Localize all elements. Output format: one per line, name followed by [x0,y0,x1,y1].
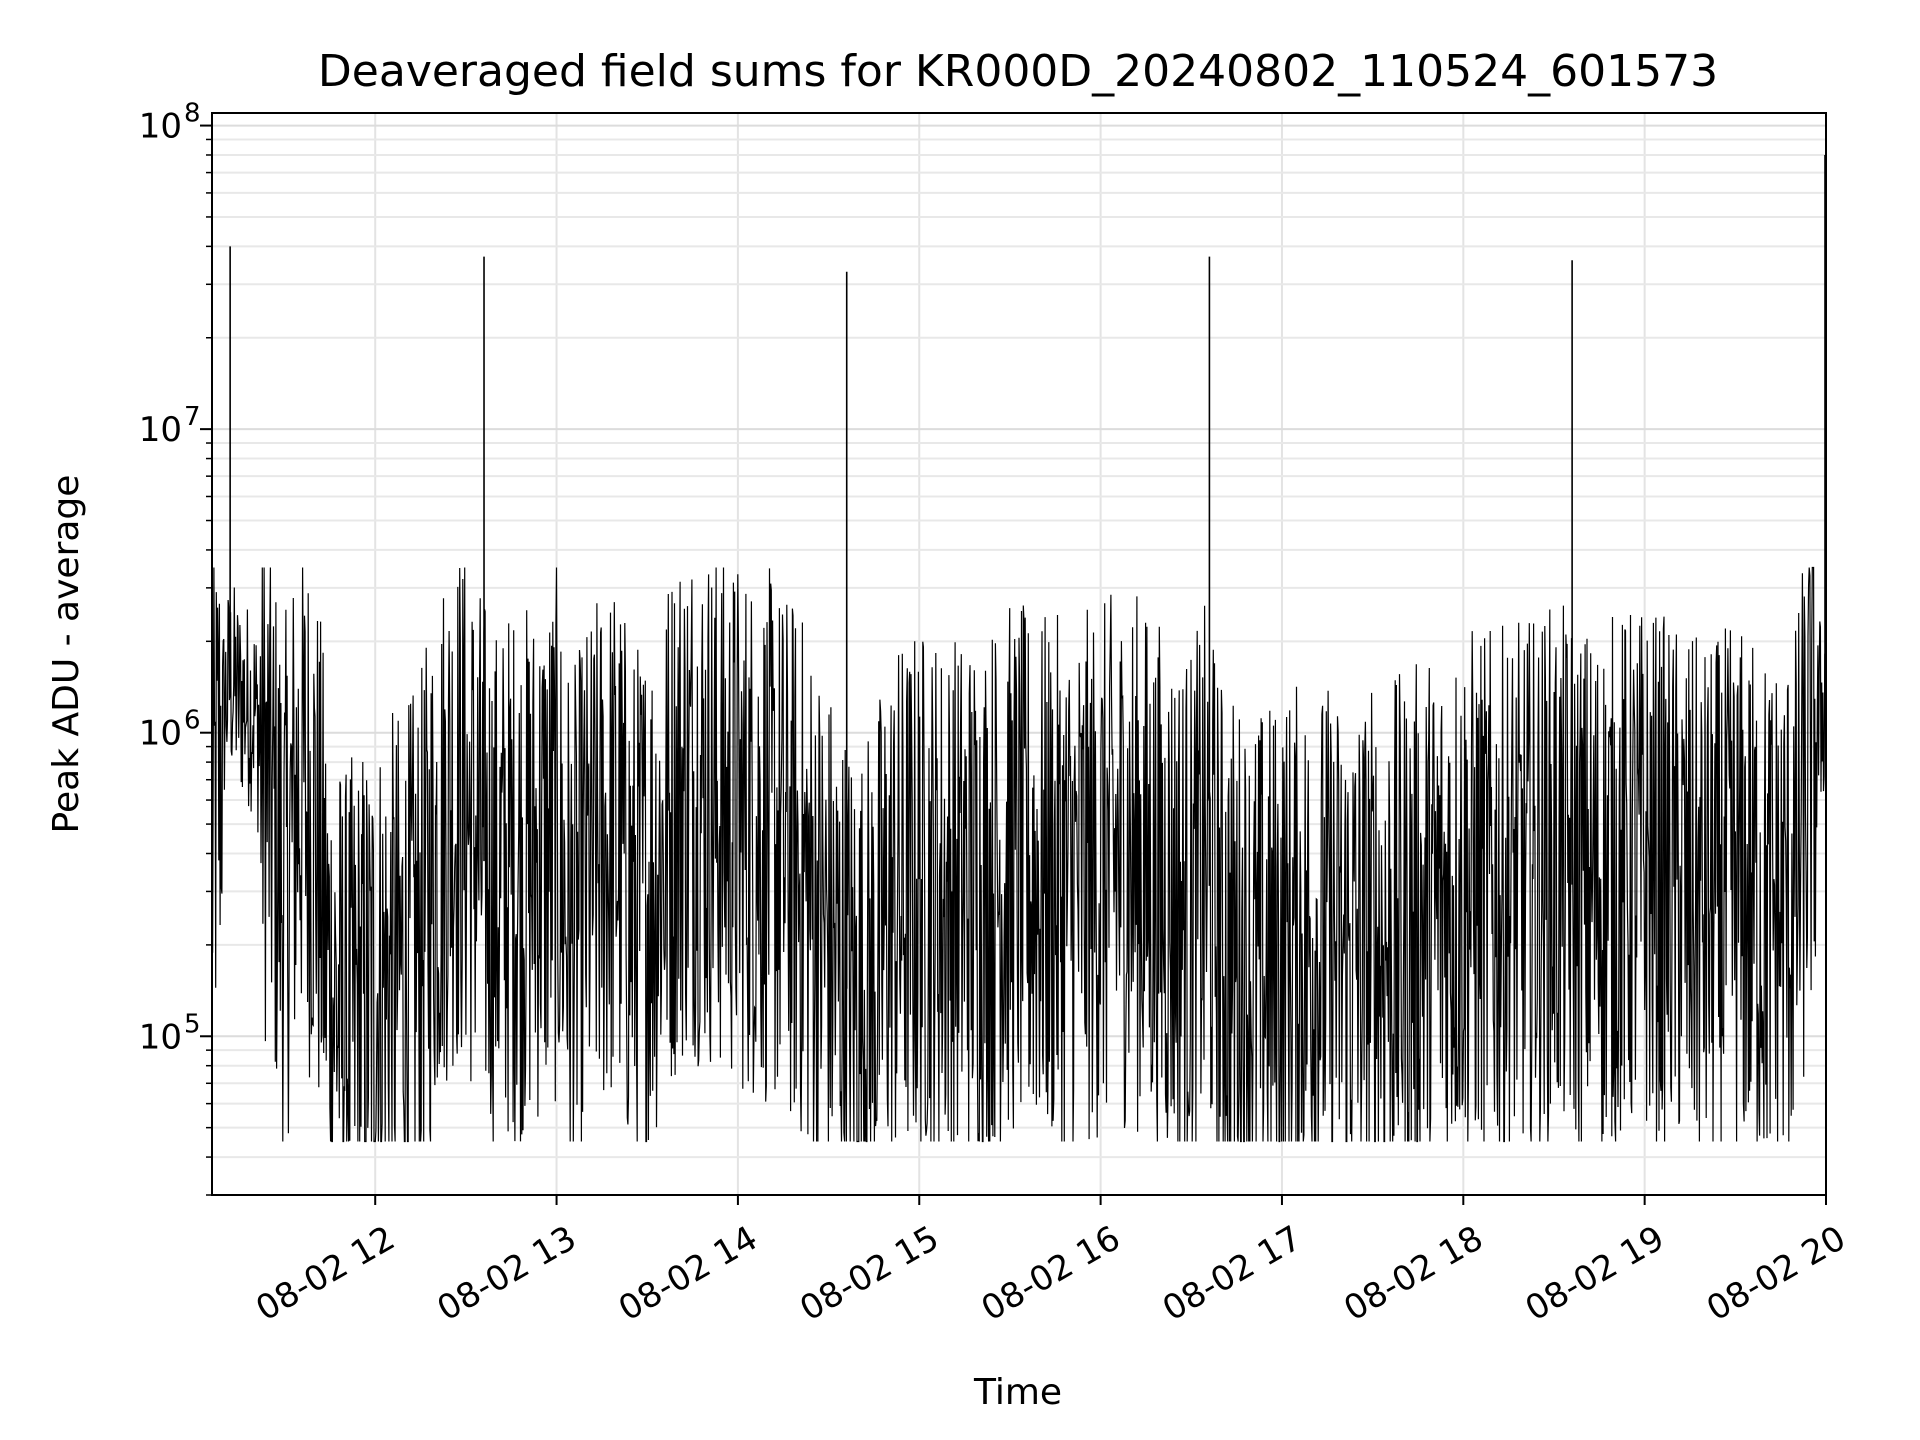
y-axis-label: Peak ADU - average [46,475,87,834]
y-tick-exponent: 5 [184,1009,201,1039]
y-tick-label: 10 [139,714,182,754]
x-axis-label: Time [973,1372,1062,1413]
y-tick-exponent: 6 [184,706,201,736]
y-tick-label: 10 [139,107,182,147]
series-line [211,566,1827,1143]
chart-title: Deaveraged field sums for KR000D_2024080… [318,46,1718,97]
y-tick-exponent: 8 [184,99,201,129]
y-tick-exponent: 7 [184,402,201,432]
y-tick-label: 10 [139,1017,182,1057]
plot-area [211,112,1827,1196]
y-tick-label: 10 [139,410,182,450]
